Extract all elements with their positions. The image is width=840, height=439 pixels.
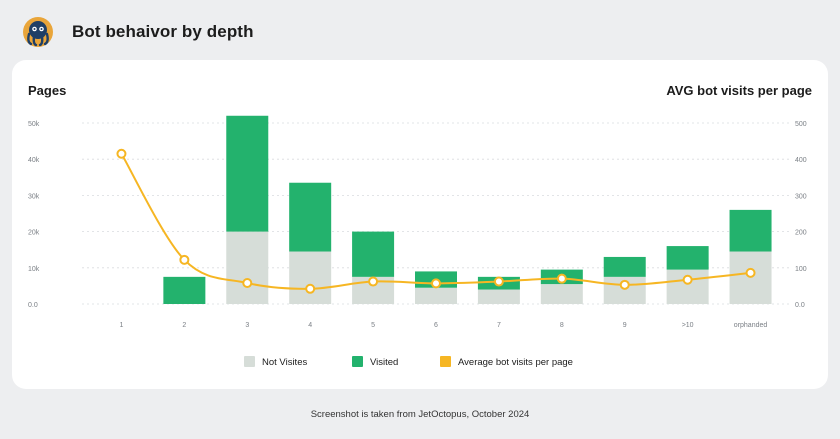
right-tick-label: 300: [795, 193, 807, 200]
avg-visits-point: [619, 279, 630, 290]
x-tick-label: 2: [182, 322, 186, 329]
bar-visited: [226, 115, 269, 232]
legend-label: Average bot visits per page: [458, 357, 573, 368]
right-tick-label: 200: [795, 230, 807, 237]
bar-not-visited: [289, 251, 332, 304]
x-tick-label: 9: [623, 322, 627, 329]
avg-visits-point: [242, 278, 253, 289]
footer-note: Screenshot is taken from JetOctopus, Oct…: [310, 409, 530, 420]
avg-visits-point: [179, 254, 190, 265]
legend-swatch: [440, 356, 451, 367]
bar-visited: [666, 246, 709, 270]
avg-visits-point: [431, 278, 441, 289]
right-tick-label: 0.0: [795, 302, 805, 309]
left-tick-label: 0.0: [28, 302, 38, 309]
legend-swatch: [352, 356, 363, 367]
right-tick-label: 100: [795, 266, 807, 273]
left-tick-label: 50k: [28, 121, 40, 128]
x-tick-label: 6: [434, 322, 438, 329]
avg-visits-point: [745, 267, 756, 278]
right-tick-label: 500: [795, 121, 807, 128]
bar-not-visited: [477, 289, 520, 304]
legend-label: Not Visites: [262, 357, 307, 368]
page-header: Bot behaivor by depth: [22, 14, 254, 50]
x-tick-label: 3: [245, 322, 249, 329]
avg-visits-point: [305, 283, 316, 294]
x-tick-label: 4: [308, 322, 312, 329]
page-title: Bot behaivor by depth: [72, 22, 254, 41]
left-tick-label: 30k: [28, 193, 40, 200]
avg-visits-point: [682, 274, 693, 285]
legend-label: Visited: [370, 357, 398, 368]
x-tick-label: 8: [560, 322, 564, 329]
right-tick-label: 400: [795, 157, 807, 164]
bar-visited: [729, 209, 772, 252]
x-tick-label: 5: [371, 322, 375, 329]
bar-visited: [603, 256, 646, 277]
bar-visited: [352, 231, 395, 277]
legend-swatch: [244, 356, 255, 367]
avg-visits-line: [120, 153, 751, 290]
left-tick-label: 10k: [28, 266, 40, 273]
left-tick-label: 40k: [28, 157, 40, 164]
bot-behavior-chart: Pages AVG bot visits per page 0.0 10k 20k 30k…: [28, 83, 812, 368]
left-tick-label: 20k: [28, 230, 40, 237]
bar-not-visited: [415, 287, 457, 304]
avg-visits-point: [116, 148, 127, 159]
x-tick-label: 1: [120, 322, 124, 329]
x-tick-label: 7: [497, 322, 501, 329]
avg-visits-point: [556, 273, 567, 284]
avg-visits-point: [368, 276, 379, 287]
right-axis-title: AVG bot visits per page: [666, 83, 812, 98]
octopus-logo-icon: [23, 17, 53, 47]
avg-visits-point: [493, 276, 504, 287]
x-tick-label: >10: [682, 322, 694, 329]
bar-not-visited: [226, 231, 269, 304]
left-axis-title: Pages: [28, 83, 66, 98]
bar-visited: [289, 182, 332, 252]
bar-not-visited: [540, 284, 583, 304]
chart-card: Pages AVG bot visits per page 0.0 10k 20k 30k…: [12, 60, 828, 389]
bar-visited: [163, 276, 206, 304]
x-tick-label: orphanded: [734, 322, 768, 329]
